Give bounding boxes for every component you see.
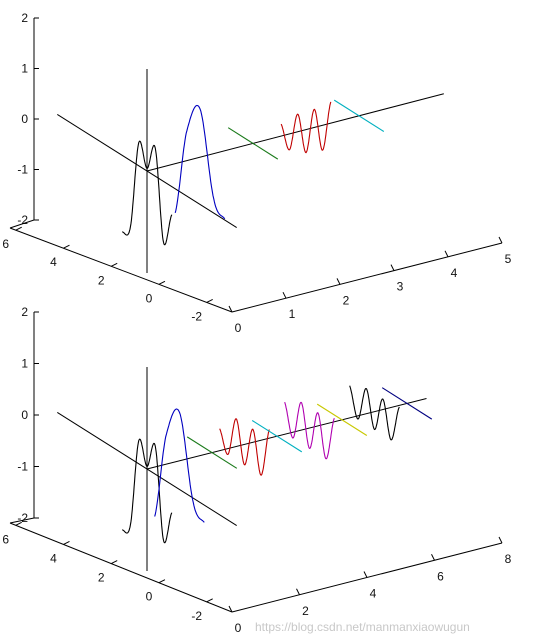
y-tick-mark: [282, 291, 287, 299]
y-tick-label: 3: [397, 280, 404, 294]
y-tick-label: 0: [235, 321, 242, 335]
x-tick-label: 2: [98, 571, 105, 585]
series-line-1: [154, 408, 205, 523]
series-line-3: [280, 101, 332, 154]
series-line-7: [349, 385, 400, 441]
series-line-4: [333, 99, 385, 132]
y-tick-label: 5: [505, 252, 512, 266]
base-edge-left: [9, 219, 35, 229]
x-tick-label: 0: [146, 590, 153, 604]
origin-y-line: [146, 397, 427, 470]
x-tick-label: -2: [191, 309, 202, 323]
series-line-4: [251, 420, 303, 453]
y-tick-label: 0: [235, 621, 242, 635]
watermark-text: https://blog.csdn.net/manmanxiaowugun: [255, 620, 470, 634]
series-line-2: [227, 127, 279, 160]
y-axis-line: [231, 242, 503, 313]
series-line-0: [122, 438, 173, 544]
y-tick-mark: [498, 536, 503, 544]
series-line-1: [174, 104, 226, 220]
y-tick-mark: [444, 250, 449, 258]
x-tick-mark: [110, 560, 118, 565]
y-tick-label: 2: [343, 293, 350, 307]
y-tick-mark: [296, 588, 300, 595]
x-tick-label: 0: [146, 291, 153, 305]
y-tick-mark: [228, 305, 233, 313]
y-tick-label: 2: [302, 604, 309, 618]
x-tick-label: -2: [191, 609, 202, 623]
z-tick-label: -2: [17, 511, 28, 525]
x-tick-mark: [15, 226, 22, 231]
y-tick-mark: [228, 605, 233, 613]
series-line-5: [284, 401, 335, 460]
x-tick-label: 4: [50, 255, 57, 269]
y-tick-label: 4: [451, 266, 458, 280]
x-tick-mark: [206, 598, 213, 603]
x-tick-mark: [110, 262, 118, 267]
chart-top: 2 1 0 -1 -2 6 4 2 0 -2 0 1 2 3 4 5: [2, 11, 511, 335]
x-tick-mark: [158, 579, 166, 584]
y-tick-mark: [390, 264, 395, 271]
z-tick-label: 2: [21, 305, 28, 319]
series-line-8: [381, 387, 433, 420]
z-tick-label: -2: [17, 213, 28, 227]
z-tick-label: 0: [21, 408, 28, 422]
z-tick-label: 1: [21, 357, 28, 371]
y-tick-label: 6: [437, 569, 444, 583]
origin-y-line: [146, 93, 444, 172]
z-tick-label: 0: [21, 112, 28, 126]
y-tick-mark: [336, 278, 341, 285]
x-tick-label: 6: [2, 532, 9, 546]
x-tick-mark: [15, 521, 22, 526]
y-tick-label: 1: [289, 307, 296, 321]
series-line-3: [219, 418, 270, 476]
z-tick-label: 2: [21, 11, 28, 25]
y-tick-mark: [498, 236, 503, 244]
y-tick-mark: [363, 571, 368, 578]
x-tick-mark: [158, 280, 166, 285]
y-tick-label: 8: [505, 552, 512, 566]
z-tick-label: -1: [17, 460, 28, 474]
x-axis-line: [9, 522, 233, 613]
x-axis-line: [9, 227, 233, 313]
x-tick-label: 4: [50, 551, 57, 565]
series-line-2: [186, 436, 238, 469]
x-tick-label: 6: [2, 237, 9, 251]
x-tick-mark: [63, 540, 70, 545]
series-line-6: [316, 403, 368, 436]
x-tick-label: 2: [98, 273, 105, 287]
x-tick-mark: [63, 244, 70, 249]
z-tick-label: -1: [17, 163, 28, 177]
y-tick-label: 4: [370, 587, 377, 601]
chart-bottom: 2 1 0 -1 -2 6 4 2 0 -2 0 2 4 6 8: [2, 305, 511, 635]
z-tick-label: 1: [21, 62, 28, 76]
x-tick-mark: [206, 298, 213, 303]
y-tick-mark: [431, 554, 435, 561]
base-edge-left: [9, 517, 35, 524]
series-line-0: [122, 140, 173, 246]
